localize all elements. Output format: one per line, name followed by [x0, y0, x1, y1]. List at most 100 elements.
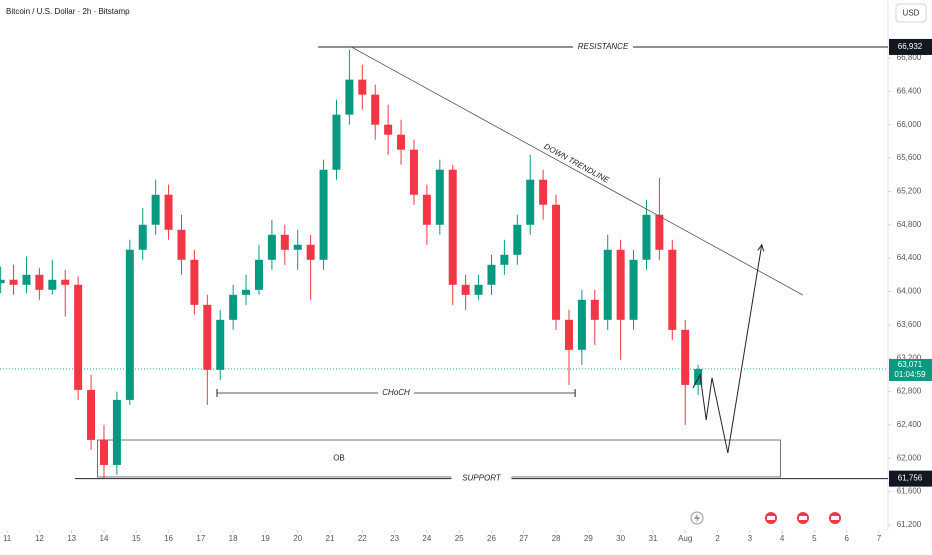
x-tick-label: 29 [584, 534, 593, 543]
event-icon-bolt [694, 513, 700, 523]
x-tick-label: 16 [164, 534, 173, 543]
x-tick-label: 26 [487, 534, 496, 543]
candle-body [513, 224, 522, 255]
candle-body [0, 279, 5, 284]
candle-body [526, 179, 535, 225]
price-badge-label: 66,932 [898, 42, 923, 51]
y-tick-label: 64,400 [897, 253, 922, 262]
candle-body [629, 259, 638, 320]
candle-body [500, 254, 509, 265]
candle-body [603, 249, 612, 320]
candle-body [74, 284, 83, 390]
candle-body [642, 214, 651, 260]
x-tick-label: 7 [877, 534, 882, 543]
event-icons [690, 511, 841, 525]
x-tick-label: 23 [390, 534, 399, 543]
candle-body [422, 194, 431, 225]
y-tick-label: 64,000 [897, 287, 922, 296]
candle-body [177, 229, 186, 260]
x-tick-label: 15 [132, 534, 141, 543]
candle-body [345, 79, 354, 115]
x-tick-label: 31 [648, 534, 657, 543]
projection-path [692, 244, 763, 454]
y-tick-label: 63,600 [897, 320, 922, 329]
candle-body [138, 224, 147, 250]
candle-body [358, 79, 367, 95]
candle-body [371, 94, 380, 125]
candle-body [22, 274, 31, 285]
candle-body [203, 304, 212, 370]
x-tick-label: 12 [35, 534, 44, 543]
candle-body [332, 114, 341, 170]
x-tick-label: 21 [326, 534, 335, 543]
candle-body [254, 259, 263, 290]
candle-body [216, 319, 225, 370]
x-tick-label: 19 [261, 534, 270, 543]
x-tick-label: Aug [678, 534, 692, 543]
event-icon-flag [767, 516, 775, 520]
x-tick-label: 2 [715, 534, 720, 543]
candle-body [229, 294, 238, 320]
event-icon-flag [799, 516, 807, 520]
candle-body [293, 244, 302, 250]
y-tick-label: 65,200 [897, 187, 922, 196]
x-tick-label: 4 [780, 534, 785, 543]
candle-body [242, 289, 251, 295]
x-tick-label: 17 [196, 534, 205, 543]
x-tick-label: 28 [552, 534, 561, 543]
y-tick-label: 61,600 [897, 487, 922, 496]
x-tick-label: 27 [519, 534, 528, 543]
x-tick-label: 13 [67, 534, 76, 543]
x-tick-label: 14 [100, 534, 109, 543]
chart-title: Bitcoin / U.S. Dollar · 2h · Bitstamp [6, 7, 130, 16]
candle-body [474, 284, 483, 295]
order-block-label: OB [333, 454, 345, 463]
candle-body [384, 124, 393, 135]
currency-label[interactable]: USD [903, 9, 920, 18]
x-tick-label: 11 [3, 534, 12, 543]
y-tick-label: 64,800 [897, 220, 922, 229]
projection-arrowhead [757, 243, 765, 252]
candle-body [577, 299, 586, 350]
choch-label-bg [378, 387, 415, 398]
candle-body [409, 149, 418, 195]
candle-body [112, 399, 121, 465]
candle-body [151, 194, 160, 225]
candle-body [280, 234, 289, 250]
y-tick-label: 62,800 [897, 387, 922, 396]
level-label: SUPPORT [462, 474, 502, 483]
event-icon-flag [831, 516, 839, 520]
candle-body [552, 204, 561, 320]
price-badge [889, 470, 932, 487]
x-tick-label: 30 [616, 534, 625, 543]
candle-body [487, 264, 496, 285]
candle-body [655, 214, 664, 250]
candle-body [539, 179, 548, 205]
x-tick-label: 6 [844, 534, 849, 543]
candle-body [668, 249, 677, 330]
x-tick-label: 25 [455, 534, 464, 543]
candle-body [564, 319, 573, 350]
candle-body [461, 284, 470, 295]
candle-body [319, 169, 328, 260]
candle-body [397, 134, 406, 150]
level-label-bg [573, 41, 634, 52]
x-tick-label: 18 [229, 534, 238, 543]
candle-body [164, 194, 173, 230]
candle-body [99, 439, 108, 465]
candle-body [125, 249, 134, 400]
y-tick-label: 66,400 [897, 86, 922, 95]
candle-body [190, 259, 199, 305]
x-tick-label: 5 [812, 534, 817, 543]
currency-button[interactable] [895, 3, 927, 23]
level-label-bg [451, 473, 512, 484]
y-tick-label: 65,600 [897, 153, 922, 162]
choch-label: CHoCH [382, 388, 410, 397]
countdown-label: 01:04:59 [894, 370, 926, 379]
candle-body [48, 279, 57, 290]
candle-body [61, 279, 70, 285]
candle-body [590, 299, 599, 320]
level-label: RESISTANCE [578, 42, 629, 51]
candle-body [616, 249, 625, 320]
candle-body [694, 368, 703, 385]
